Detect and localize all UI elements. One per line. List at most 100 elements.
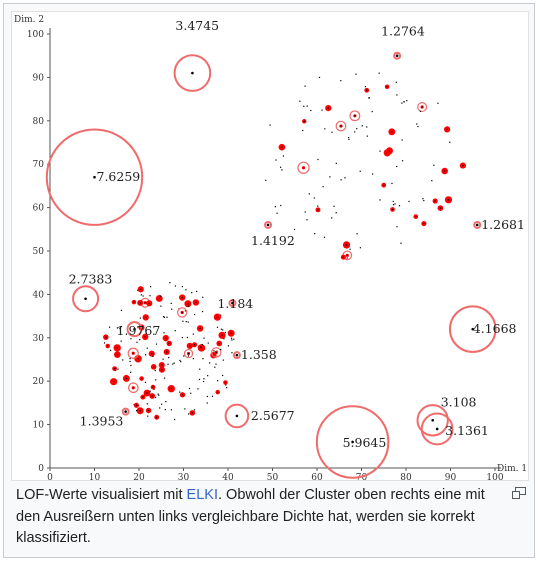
data-point [105,336,107,338]
data-point [125,377,127,380]
lof-circle [473,220,482,229]
data-point [348,136,350,139]
data-point [189,345,191,347]
data-point [105,337,107,339]
data-point [310,109,312,112]
data-point [132,387,134,389]
data-point [346,257,348,259]
data-point [159,407,161,409]
data-point [187,305,190,307]
data-point [153,366,155,368]
data-point [179,359,181,362]
data-point [209,362,211,364]
data-point [170,302,172,305]
data-point [163,332,165,334]
data-point [276,212,278,214]
data-point [323,236,326,238]
data-point [149,286,152,288]
data-point [217,380,219,382]
lof-circle [393,51,402,60]
data-point [168,342,170,344]
data-point [324,128,326,130]
outlier-point [235,353,239,357]
data-point [193,409,195,411]
lof-value-label: 1.184 [217,296,253,311]
lof-value-label: 1.3953 [80,414,124,429]
x-tick-label: 100 [486,473,503,482]
data-point [144,354,147,356]
outlier-point [231,301,234,305]
data-point [159,295,162,297]
data-point [107,345,109,347]
outlier-point [471,327,475,331]
data-point [335,162,337,164]
data-point [317,209,319,211]
data-point [165,337,167,339]
data-point [170,409,173,411]
lof-circle [224,403,250,429]
data-point [419,110,422,112]
data-point [139,302,141,304]
data-point [342,256,344,258]
data-point [230,337,233,339]
data-point [417,125,419,128]
data-point [174,418,176,421]
data-point [187,355,190,357]
y-axis-label: Dim. 2 [14,15,44,25]
figure-caption: LOF-Werte visualisiert mit ELKI. Obwohl … [16,485,506,550]
data-point [163,316,166,318]
data-point [182,320,184,322]
data-point [185,289,187,291]
outlier-point [124,410,127,413]
data-point [317,205,319,207]
data-point [195,301,197,304]
data-point [366,126,368,128]
enlarge-icon[interactable] [512,487,526,499]
data-point [447,199,450,201]
caption-text-rest: . Obwohl der Cluster oben rechts eine mi… [16,487,485,546]
data-point [156,416,158,418]
data-point [279,166,282,168]
data-point [216,316,218,318]
data-point [137,358,139,360]
lof-circle [72,285,100,313]
y-tick-label: 100 [27,30,44,40]
outlier-point [191,71,194,75]
data-point [167,363,169,365]
elki-link[interactable]: ELKI [186,487,218,503]
data-point [140,377,143,380]
data-point [318,76,321,79]
data-point [158,394,160,396]
y-tick-label: 30 [33,334,45,344]
data-point [139,339,141,341]
y-tick-label: 10 [33,421,45,431]
data-point [194,313,196,316]
data-point [142,295,144,297]
data-point [302,129,304,132]
data-point [317,158,319,161]
data-point [222,374,224,377]
data-point [149,390,151,392]
data-point [327,107,329,109]
data-point [119,327,121,330]
data-point [183,355,185,357]
lof-circle [416,404,449,437]
data-point [132,352,134,354]
data-point [190,392,192,394]
scatter-plot[interactable]: 0 10 20 30 40 50 60 70 80 90 100 0 10 20 30 40 50 60 70 80 9… [11,11,529,482]
data-point [391,182,393,185]
data-point [157,393,159,395]
data-point [186,336,189,339]
data-point [170,388,172,390]
data-point [144,381,147,383]
data-point [198,378,201,381]
data-point [199,368,201,370]
data-point [299,100,301,102]
lof-score-ring [417,102,428,113]
data-point [120,340,122,342]
data-point [148,302,150,304]
data-point [344,177,346,179]
data-point [220,314,222,316]
data-point [207,342,209,344]
x-tick-label: 10 [89,473,101,482]
